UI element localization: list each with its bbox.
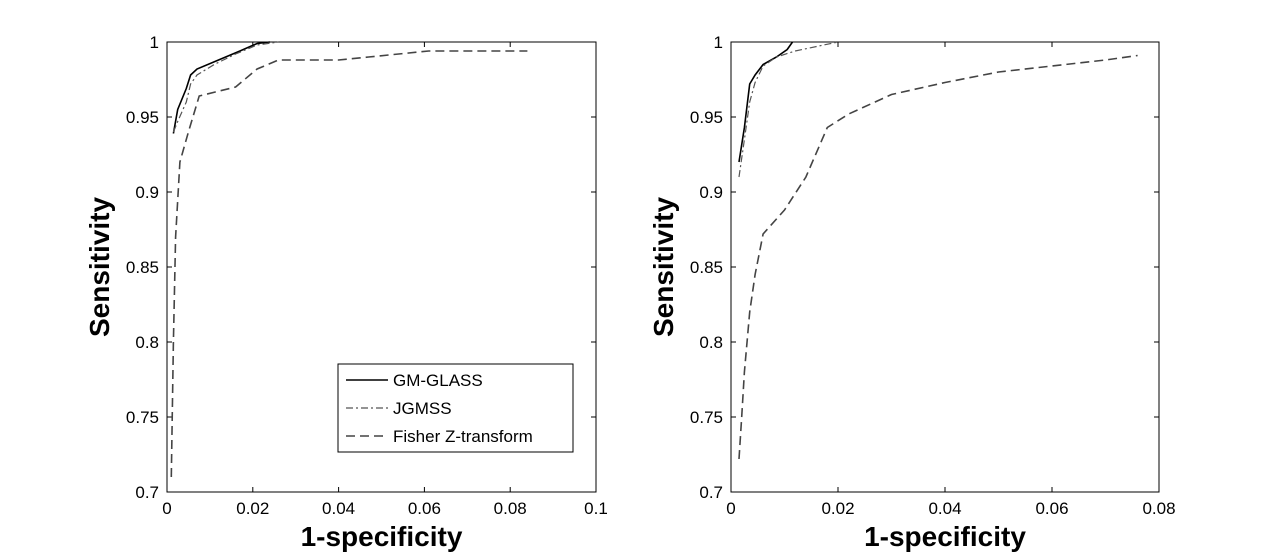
y-tick-label: 1 [714, 33, 723, 52]
legend-label-gm-glass: GM-GLASS [393, 371, 483, 390]
series-fisher-z-transform-line [170, 50, 528, 478]
series-gm-glass-line [738, 41, 794, 163]
x-tick-label: 0.06 [408, 499, 441, 518]
left-plot: 0 0.02 0.04 0.06 0.08 0.1 0.7 0.75 0.8 0.85 0.9 0.9… [84, 33, 608, 552]
y-tick-label: 0.9 [699, 183, 723, 202]
series-jgmss-line [738, 41, 839, 178]
series-jgmss-line [172, 41, 279, 133]
y-tick-label: 0.8 [135, 333, 159, 352]
x-axis-title: 1-specificity [864, 521, 1026, 552]
x-tick-label: 0.08 [1142, 499, 1175, 518]
x-tick-label: 0.02 [821, 499, 854, 518]
x-tick-label: 0.06 [1035, 499, 1068, 518]
y-tick-label: 1 [150, 33, 159, 52]
y-tick-label: 0.7 [699, 483, 723, 502]
series-fisher-z-transform-line [738, 54, 1138, 460]
right-plot: 0 0.02 0.04 0.06 0.08 0.7 0.75 0.8 0.85 0.9 0.95 1 1… [648, 33, 1176, 552]
y-tick-label: 0.85 [126, 258, 159, 277]
y-tick-label: 0.8 [699, 333, 723, 352]
x-tick-label: 0.08 [494, 499, 527, 518]
y-tick-label: 0.75 [126, 408, 159, 427]
x-tick-label: 0 [726, 499, 735, 518]
y-axis-title: Sensitivity [84, 197, 115, 337]
x-tick-label: 0.04 [928, 499, 961, 518]
plot-area [730, 41, 1160, 493]
x-tick-label: 0.02 [236, 499, 269, 518]
legend-label-jgmss: JGMSS [393, 399, 452, 418]
series-gm-glass-line [172, 41, 271, 134]
y-tick-label: 0.95 [690, 108, 723, 127]
y-tick-label: 0.9 [135, 183, 159, 202]
x-tick-label: 0 [162, 499, 171, 518]
legend-label-fisher-z-transform: Fisher Z-transform [393, 427, 533, 446]
y-tick-label: 0.85 [690, 258, 723, 277]
legend: GM-GLASS JGMSS Fisher Z-transform [337, 363, 574, 453]
y-axis-title: Sensitivity [648, 197, 679, 337]
y-tick-label: 0.7 [135, 483, 159, 502]
y-tick-label: 0.95 [126, 108, 159, 127]
x-tick-label: 0.04 [322, 499, 355, 518]
y-tick-label: 0.75 [690, 408, 723, 427]
x-axis-title: 1-specificity [301, 521, 463, 552]
x-tick-label: 0.1 [584, 499, 608, 518]
